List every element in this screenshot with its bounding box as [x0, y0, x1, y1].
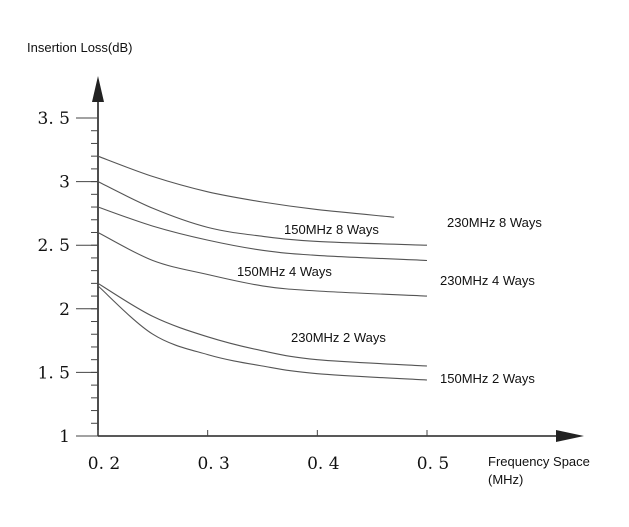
y-axis-arrow — [92, 76, 104, 102]
x-tick-label: 0. 4 — [307, 454, 339, 474]
series-line — [97, 285, 428, 381]
y-minor-ticks — [91, 117, 98, 437]
y-ticks: 1 1. 5 2 2. 5 3 3. 5 — [38, 109, 98, 447]
y-tick-label: 2. 5 — [38, 236, 70, 256]
series-label: 230MHz 8 Ways — [447, 215, 542, 230]
series-label: 150MHz 2 Ways — [440, 371, 535, 386]
series-label: 150MHz 4 Ways — [237, 264, 332, 279]
series-line — [97, 232, 428, 297]
y-tick-label: 3. 5 — [38, 109, 70, 129]
y-tick-label: 2 — [59, 300, 70, 320]
series-label: 230MHz 4 Ways — [440, 273, 535, 288]
x-axis-title: Frequency Space — [488, 454, 590, 469]
x-tick-label: 0. 2 — [88, 454, 120, 474]
x-tick-label: 0. 5 — [417, 454, 449, 474]
x-ticks: 0. 2 0. 3 0. 4 0. 5 — [88, 430, 449, 474]
series-labels: 230MHz 8 Ways 150MHz 8 Ways 230MHz 4 Ways 1… — [237, 215, 542, 386]
series-line — [97, 155, 395, 218]
x-tick-label: 0. 3 — [197, 454, 229, 474]
y-tick-label: 1. 5 — [38, 363, 70, 383]
x-axis-unit: (MHz) — [488, 472, 523, 487]
series-line — [97, 206, 428, 262]
series-curves — [97, 155, 428, 381]
series-label: 230MHz 2 Ways — [291, 330, 386, 345]
series-label: 150MHz 8 Ways — [284, 222, 379, 237]
series-line — [97, 282, 428, 367]
y-tick-label: 1 — [59, 427, 70, 447]
y-axis-title: Insertion Loss(dB) — [27, 40, 133, 55]
series-line — [97, 181, 428, 246]
y-tick-label: 3 — [59, 173, 70, 193]
x-axis-arrow — [556, 430, 584, 442]
